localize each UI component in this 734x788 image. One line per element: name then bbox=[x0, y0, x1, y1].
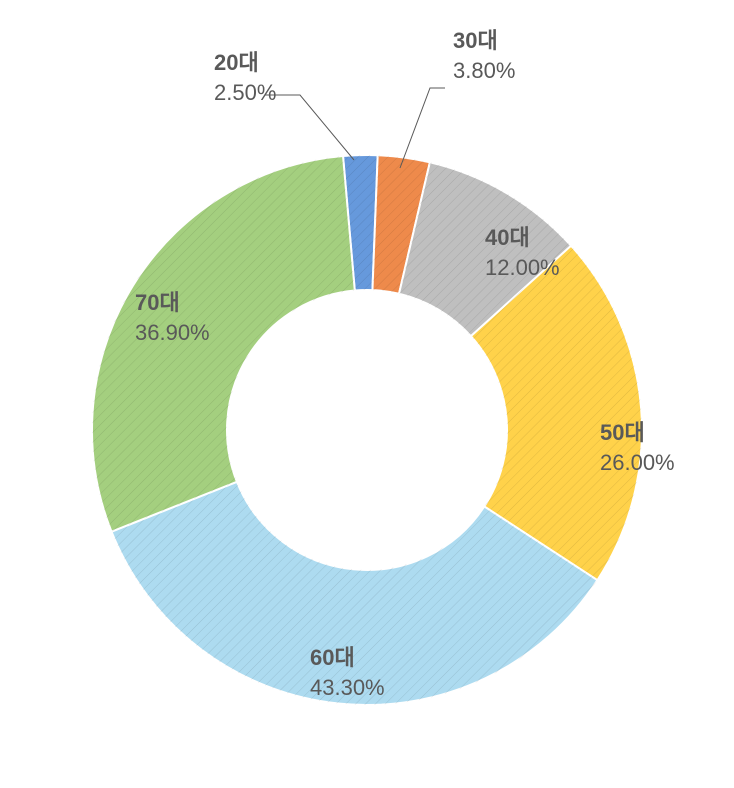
slice-label-value: 12.00% bbox=[485, 255, 560, 280]
slice-label-name: 30대 bbox=[453, 28, 498, 53]
slice-label-name: 50대 bbox=[600, 420, 645, 445]
slice-label-value: 26.00% bbox=[600, 450, 675, 475]
slice-label-value: 2.50% bbox=[214, 80, 276, 105]
slice-label-value: 43.30% bbox=[310, 675, 385, 700]
slice-label-name: 40대 bbox=[485, 225, 530, 250]
slice-label-name: 70대 bbox=[135, 290, 180, 315]
slice-label-name: 20대 bbox=[214, 50, 259, 75]
slice-label-name: 60대 bbox=[310, 645, 355, 670]
slice-label-value: 36.90% bbox=[135, 320, 210, 345]
slice-label-value: 3.80% bbox=[453, 58, 515, 83]
age-donut-chart: 20대 2.50% 30대 3.80% 40대 12.00% 50대 26.00% 60대 43.… bbox=[0, 0, 734, 788]
